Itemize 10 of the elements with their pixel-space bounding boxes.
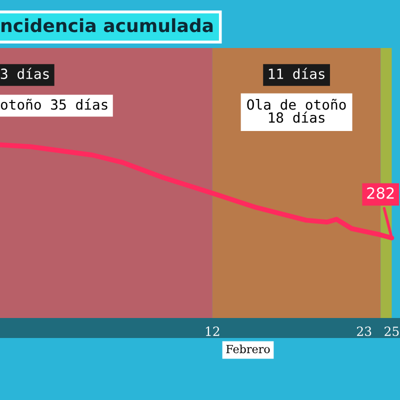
- band-label: 3 días: [0, 68, 49, 80]
- x-tick-label: 12: [206, 326, 220, 336]
- annotation: 282: [367, 187, 394, 199]
- x-tick-label: 25: [384, 326, 399, 336]
- band-label: 11 días: [268, 68, 324, 80]
- x-axis-title: Febrero: [226, 344, 270, 354]
- text: Ola de otoño 18 días: [247, 98, 346, 123]
- x-tick-label: 23: [357, 326, 372, 336]
- text: otoño 35 días: [0, 98, 108, 110]
- chart-title: ncidencia acumulada: [2, 18, 213, 32]
